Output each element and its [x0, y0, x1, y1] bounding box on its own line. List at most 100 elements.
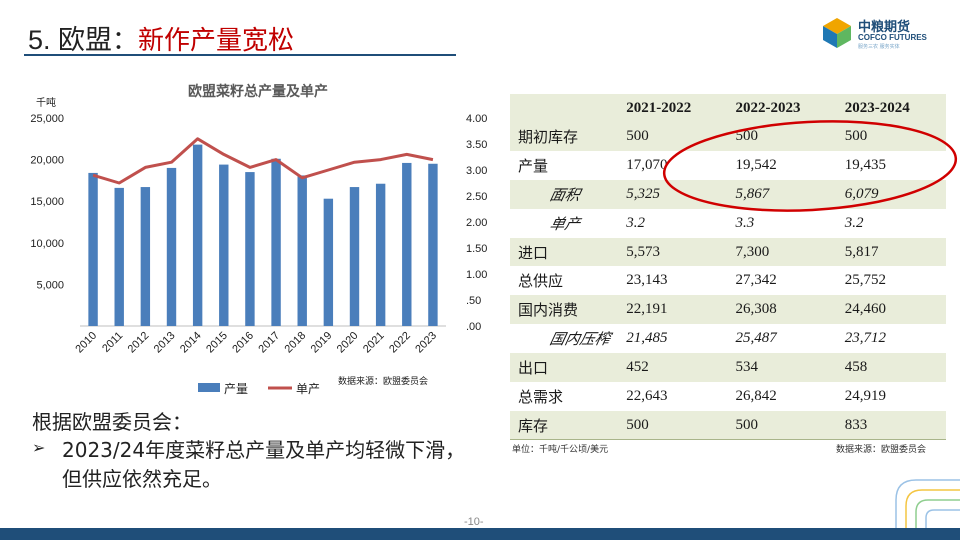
yield-line — [92, 137, 434, 185]
table-row: 面积 5,325 5,867 6,079 — [510, 179, 946, 209]
x-tick-label: 2013 — [152, 330, 178, 356]
table-source: 数据来源：欧盟委员会 — [836, 445, 927, 455]
table-cell: 5,573 — [618, 237, 728, 267]
row-label: 产量 — [510, 150, 619, 180]
y-right-tick-label: 4.00 — [466, 113, 487, 125]
x-tick-label: 2015 — [204, 330, 230, 356]
logo-tagline: 服务三农 服务实体 — [858, 44, 900, 50]
y-right-tick-label: 2.50 — [466, 191, 487, 203]
production-bar — [192, 144, 203, 326]
production-yield-chart: 欧盟菜籽总产量及单产 千吨 25,000 20,000 15,000 10,000 5,… — [30, 83, 487, 396]
row-label-text: 总需求 — [518, 387, 564, 406]
legend-line-label: 单产 — [296, 382, 320, 396]
table-cell: 19,435 — [836, 150, 946, 180]
y-right-tick-label: 1.50 — [466, 243, 487, 255]
row-label-text: 国内消费 — [518, 301, 579, 320]
chart-source: 数据来源：欧盟委员会 — [338, 375, 428, 387]
row-label-text: 期初库存 — [518, 127, 579, 146]
production-bar — [166, 167, 177, 326]
table-cell: 458 — [836, 353, 946, 383]
table-cell: 500 — [618, 410, 728, 441]
table-row: 出口 452 534 458 — [510, 353, 946, 383]
balance-sheet-table: 2021-2022 2022-2023 2023-2024 期初库存 500 500… — [510, 94, 946, 441]
table-cell: 500 — [727, 122, 837, 151]
row-label: 库存 — [510, 410, 619, 441]
table-row: 国内消费 22,191 26,308 24,460 — [510, 295, 946, 325]
logo-cn-text: 中粮期货 — [858, 20, 911, 35]
row-label: 总供应 — [510, 266, 619, 296]
left-axis-unit: 千吨 — [36, 96, 56, 109]
table-cell: 26,842 — [727, 382, 837, 411]
table-cell: 22,191 — [618, 295, 728, 325]
table-cell: 452 — [618, 353, 728, 383]
production-bar — [375, 183, 386, 326]
production-bar — [88, 172, 98, 326]
production-bar — [428, 163, 438, 326]
logo-en-text: COFCO FUTURES — [858, 33, 927, 42]
production-bar — [140, 187, 151, 326]
row-label: 面积 — [510, 179, 619, 209]
row-label-text: 库存 — [518, 416, 549, 435]
cofco-logo-icon — [823, 18, 851, 48]
row-label-text: 产量 — [518, 156, 549, 175]
y-left-tick-label: 20,000 — [30, 155, 64, 167]
row-label: 总需求 — [510, 382, 619, 411]
production-bar — [245, 172, 255, 326]
table-cell: 25,487 — [727, 324, 837, 354]
table-header-row: 2021-2022 2022-2023 2023-2024 — [510, 94, 946, 122]
table-row: 期初库存 500 500 500 — [510, 122, 946, 151]
x-tick-label: 2021 — [361, 330, 387, 356]
table-cell: 3.2 — [836, 208, 946, 238]
table-row: 单产 3.2 3.3 3.2 — [510, 208, 946, 238]
production-bar — [114, 187, 124, 326]
row-label: 出口 — [510, 353, 619, 383]
y-right-tick-label: .50 — [466, 295, 481, 307]
table-header-cell: 2022-2023 — [727, 94, 837, 122]
table-cell: 22,643 — [618, 382, 728, 411]
table-cell: 5,817 — [836, 237, 946, 267]
production-bar — [323, 198, 334, 326]
table-cell: 17,070 — [618, 150, 728, 180]
title-separator: ： — [112, 26, 139, 56]
page-number: -10- — [464, 516, 484, 528]
table-header-cell: 2021-2022 — [618, 94, 728, 122]
legend-bar-swatch — [198, 383, 220, 392]
row-label-text: 单产 — [547, 214, 582, 233]
row-label: 期初库存 — [510, 122, 619, 151]
table-cell: 534 — [727, 353, 837, 383]
bullet-text: 2023/24年度菜籽总产量及单产均轻微下滑，但供应依然充足。 — [62, 438, 466, 491]
row-label-text: 面积 — [547, 185, 582, 204]
table-cell: 24,460 — [836, 295, 946, 325]
footer-bar — [0, 528, 960, 540]
table-cell: 7,300 — [727, 237, 837, 267]
bullet-arrow-icon: ➢ — [32, 438, 46, 457]
y-left-tick-label: 5,000 — [36, 279, 64, 291]
table-row: 国内压榨 21,485 25,487 23,712 — [510, 324, 946, 354]
row-label-text: 进口 — [518, 243, 549, 262]
production-bar — [271, 158, 281, 326]
table-row: 产量 17,070 19,542 19,435 — [510, 150, 946, 180]
row-label: 进口 — [510, 237, 619, 267]
x-tick-label: 2016 — [230, 330, 256, 356]
x-tick-label: 2019 — [309, 330, 335, 356]
production-bar — [402, 162, 412, 326]
y-right-tick-label: 1.00 — [466, 269, 487, 281]
x-tick-label: 2011 — [100, 330, 125, 355]
table-cell: 3.3 — [727, 208, 837, 238]
table-cell: 5,867 — [727, 179, 837, 209]
highlight-ellipse — [662, 120, 958, 212]
row-label: 单产 — [510, 208, 619, 238]
y-left-tick-label: 25,000 — [30, 113, 64, 125]
table-cell: 26,308 — [727, 295, 837, 325]
table-cell: 23,712 — [836, 324, 946, 354]
x-tick-label: 2012 — [126, 330, 152, 356]
chart-legend: 产量 单产 — [198, 382, 320, 396]
table-row: 总供应 23,143 27,342 25,752 — [510, 266, 946, 296]
y-left-tick-label: 15,000 — [30, 196, 64, 208]
row-label-text: 国内压榨 — [547, 330, 612, 349]
table-cell: 24,919 — [836, 382, 946, 411]
table-cell: 3.2 — [618, 208, 728, 238]
table-cell: 500 — [618, 122, 728, 151]
x-tick-label: 2017 — [256, 330, 282, 356]
x-tick-label: 2020 — [335, 330, 361, 356]
